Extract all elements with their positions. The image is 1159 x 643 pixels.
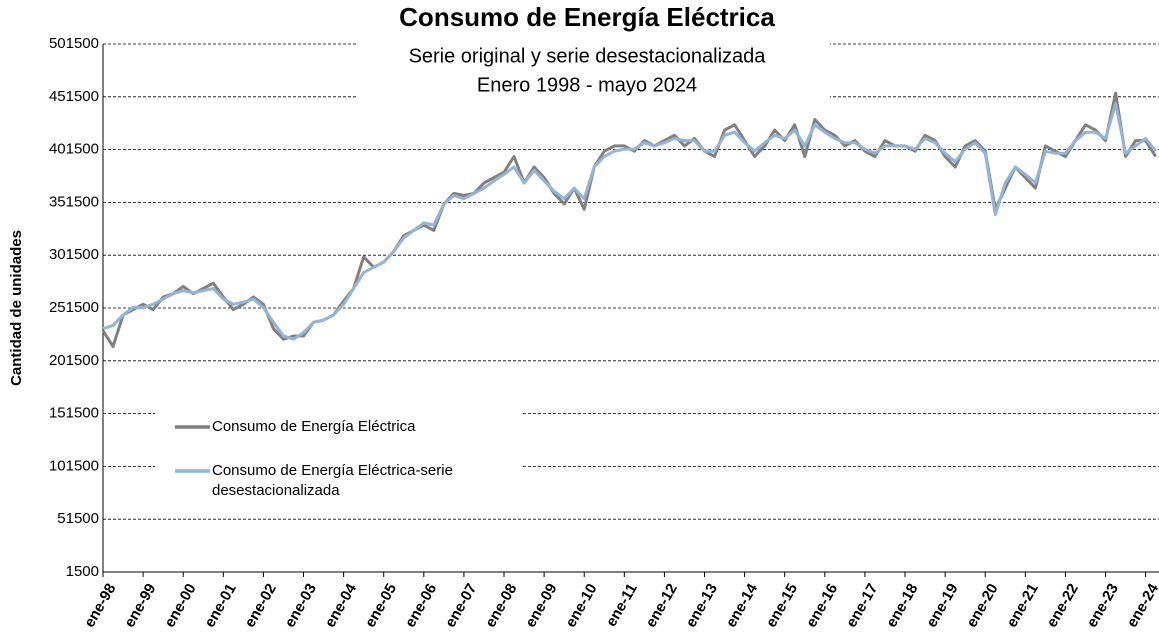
x-tick-label: ene-03 (281, 581, 319, 631)
x-tick-label: ene-14 (723, 580, 762, 630)
y-tick-label: 401500 (49, 141, 99, 158)
x-tick-label: ene-07 (442, 581, 480, 631)
y-tick-label: 501500 (49, 35, 99, 52)
x-tick-label: ene-05 (362, 581, 400, 631)
legend-box (155, 398, 523, 510)
title-box (358, 0, 830, 100)
x-tick-label: ene-08 (482, 581, 520, 631)
x-tick-label: ene-01 (201, 581, 239, 631)
x-tick-label: ene-15 (763, 581, 801, 631)
y-axis-label: Cantidad de unidades (8, 230, 25, 386)
x-tick-label: ene-10 (562, 581, 600, 631)
x-tick-label: ene-18 (883, 581, 921, 631)
x-tick-label: ene-12 (642, 581, 680, 631)
x-tick-label: ene-24 (1124, 580, 1159, 630)
x-tick-label: ene-19 (923, 581, 961, 631)
x-tick-label: ene-04 (322, 580, 361, 630)
series-line (101, 91, 1157, 348)
y-tick-label: 351500 (49, 193, 99, 210)
y-tick-label: 1500 (66, 563, 99, 580)
y-tick-label: 301500 (49, 246, 99, 263)
x-tick-label: ene-98 (81, 581, 119, 631)
legend-label: Consumo de Energía Eléctrica (212, 418, 416, 435)
x-tick-label: ene-99 (121, 581, 159, 631)
x-tick-label: ene-22 (1043, 581, 1081, 631)
chart-title: Consumo de Energía Eléctrica (399, 2, 775, 32)
x-tick-label: ene-20 (963, 581, 1001, 631)
x-tick-label: ene-06 (402, 581, 440, 631)
y-tick-label: 451500 (49, 88, 99, 105)
x-tick-label: ene-13 (683, 581, 721, 631)
y-tick-label: 51500 (57, 510, 99, 527)
y-tick-label: 251500 (49, 299, 99, 316)
y-tick-label: 201500 (49, 352, 99, 369)
x-tick-label: ene-23 (1084, 581, 1122, 631)
x-tick-label: ene-16 (803, 581, 841, 631)
chart-subtitle: Serie original y serie desestacionalizad… (409, 45, 767, 67)
legend-label: Consumo de Energía Eléctrica-serie deses… (212, 462, 453, 499)
chart-subtitle: Enero 1998 - mayo 2024 (477, 74, 697, 96)
x-tick-label: ene-09 (522, 581, 560, 631)
x-tick-label: ene-17 (843, 581, 881, 631)
x-tick-label: ene-21 (1003, 581, 1041, 631)
x-tick-label: ene-02 (241, 581, 279, 631)
y-tick-label: 101500 (49, 457, 99, 474)
x-tick-label: ene-00 (161, 581, 199, 631)
x-tick-label: ene-11 (603, 581, 641, 630)
y-tick-label: 151500 (49, 405, 99, 422)
series-line (102, 102, 1157, 341)
